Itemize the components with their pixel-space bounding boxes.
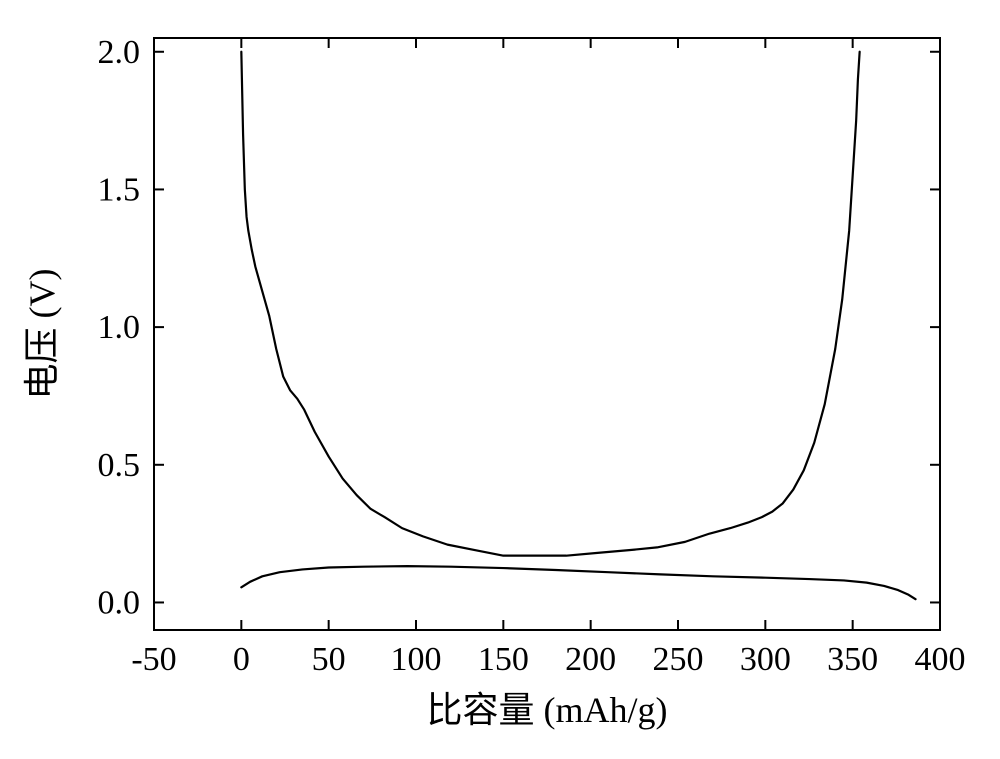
y-tick-label: 1.0 (98, 309, 141, 346)
x-tick-label: 400 (915, 641, 966, 678)
x-axis-tick-labels: -50 0 50 100 150 200 250 300 350 400 (131, 641, 965, 678)
x-tick-label: 100 (391, 641, 442, 678)
y-tick-label: 0.5 (98, 447, 141, 484)
x-axis-ticks (154, 38, 940, 630)
y-axis-label: 电压 (V) (22, 269, 62, 400)
data-series (241, 52, 915, 599)
x-axis-label: 比容量 (mAh/g) (427, 690, 668, 730)
x-tick-label: 350 (827, 641, 878, 678)
x-tick-label: 150 (478, 641, 529, 678)
y-axis-tick-labels: 0.0 0.5 1.0 1.5 2.0 (98, 34, 141, 622)
x-tick-label: 0 (233, 641, 250, 678)
plot-border (154, 38, 940, 630)
series-charge_curve (241, 52, 859, 556)
y-tick-label: 1.5 (98, 171, 141, 208)
chart-svg: -50 0 50 100 150 200 250 300 350 400 0.0 0.5 1.0 1.5… (0, 0, 1000, 759)
y-tick-label: 2.0 (98, 34, 141, 71)
y-tick-label: 0.0 (98, 584, 141, 621)
x-tick-label: 250 (653, 641, 704, 678)
x-tick-label: 50 (312, 641, 346, 678)
x-tick-label: -50 (131, 641, 176, 678)
x-tick-label: 200 (565, 641, 616, 678)
voltage-capacity-chart: -50 0 50 100 150 200 250 300 350 400 0.0 0.5 1.0 1.5… (0, 0, 1000, 759)
series-discharge_curve (241, 566, 915, 599)
x-tick-label: 300 (740, 641, 791, 678)
